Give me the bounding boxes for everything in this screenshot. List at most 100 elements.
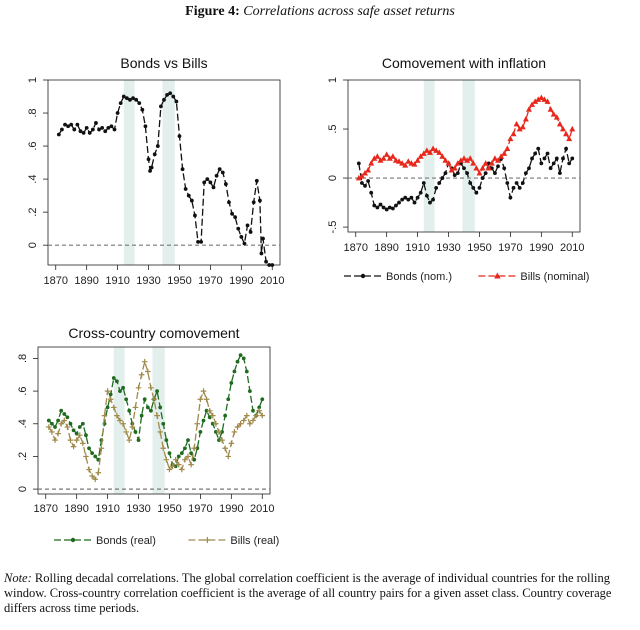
data-point-bonds-vs-bills-1952 xyxy=(180,167,185,172)
data-point-bonds-vs-bills-2000 xyxy=(254,178,259,183)
data-point-bonds-vs-bills-1948 xyxy=(174,99,179,104)
data-point-bonds-vs-bills-1986 xyxy=(233,215,238,219)
plot-frame xyxy=(347,79,581,233)
data-point-bills-nominal-1874 xyxy=(358,172,365,179)
x-tick-label-1930: 1930 xyxy=(436,242,460,254)
data-point-bonds-real-2008 xyxy=(257,405,262,410)
chart-title: Bonds vs Bills xyxy=(120,55,207,71)
data-point-bonds-real-1928 xyxy=(133,430,138,434)
data-point-bonds-real-1938 xyxy=(149,408,153,413)
data-point-bonds-nom-1896 xyxy=(394,203,398,208)
data-point-bills-nominal-1898 xyxy=(396,158,403,164)
data-point-bonds-nom-1948 xyxy=(474,190,479,195)
data-point-bills-nominal-2004 xyxy=(559,125,566,132)
data-point-bills-real-1956 xyxy=(175,461,182,468)
data-point-bills-nominal-1968 xyxy=(504,145,511,151)
data-point-bills-real-1982 xyxy=(216,429,222,435)
data-point-bonds-vs-bills-1888 xyxy=(81,130,86,135)
x-tick-label-1990: 1990 xyxy=(229,275,253,287)
data-point-bonds-vs-bills-1932 xyxy=(149,165,154,170)
data-point-bills-real-1872 xyxy=(46,424,52,430)
x-tick-label-1890: 1890 xyxy=(374,242,398,254)
x-tick-label-2010: 2010 xyxy=(560,242,584,254)
data-point-bills-nominal-1964 xyxy=(498,153,505,159)
data-point-bonds-real-1896 xyxy=(84,433,88,438)
data-point-bills-real-1952 xyxy=(169,463,176,470)
data-point-bonds-nom-1892 xyxy=(387,205,392,210)
data-point-bills-nominal-1992 xyxy=(541,96,548,102)
data-point-bonds-vs-bills-2008 xyxy=(267,263,272,267)
data-point-bonds-real-1890 xyxy=(74,431,79,436)
y-tick-label-2: .5 xyxy=(327,124,339,133)
data-point-bonds-real-1872 xyxy=(46,418,51,423)
data-point-bonds-real-1988 xyxy=(226,397,231,402)
data-point-bonds-nom-1900 xyxy=(400,197,405,202)
data-point-bonds-nom-2010 xyxy=(570,156,575,161)
data-point-bills-real-1916 xyxy=(114,412,120,419)
data-point-bonds-nom-1872 xyxy=(356,161,361,166)
data-point-bonds-vs-bills-1894 xyxy=(90,127,95,132)
data-point-bills-real-1966 xyxy=(191,445,198,452)
x-tick-label-1990: 1990 xyxy=(219,503,243,515)
x-tick-label-1870: 1870 xyxy=(43,275,67,287)
data-point-bonds-vs-bills-1994 xyxy=(245,223,250,228)
data-point-bills-real-1974 xyxy=(203,396,210,403)
data-point-bonds-real-1910 xyxy=(105,405,110,410)
figure-label: Figure 4: xyxy=(185,4,240,19)
x-tick-label-1870: 1870 xyxy=(343,242,367,254)
data-point-bills-real-1942 xyxy=(154,412,160,419)
data-point-bills-nominal-1930 xyxy=(445,160,452,166)
data-point-bills-real-1918 xyxy=(117,417,123,424)
data-point-bonds-vs-bills-1900 xyxy=(100,126,105,130)
data-point-bonds-real-1994 xyxy=(235,359,240,364)
data-point-bonds-vs-bills-1872 xyxy=(56,132,61,137)
data-point-bonds-nom-1934 xyxy=(452,173,457,178)
data-point-bonds-real-1878 xyxy=(56,418,61,423)
data-point-bonds-real-1976 xyxy=(207,415,212,420)
data-point-bills-nominal-1998 xyxy=(550,111,557,117)
data-point-bonds-vs-bills-1966 xyxy=(202,180,207,185)
x-tick-label-1910: 1910 xyxy=(95,503,119,515)
data-point-bills-nominal-1876 xyxy=(362,169,369,176)
data-point-bills-real-1892 xyxy=(76,432,83,438)
data-point-bonds-vs-bills-1908 xyxy=(112,127,117,132)
data-point-bills-real-2006 xyxy=(253,412,259,419)
data-point-bills-real-1886 xyxy=(67,437,74,443)
data-point-bills-real-1884 xyxy=(64,424,71,430)
data-point-bills-nominal-1972 xyxy=(510,130,517,137)
chart-title: Comovement with inflation xyxy=(382,55,546,71)
data-point-bonds-real-1942 xyxy=(155,389,159,393)
data-point-bonds-nom-1890 xyxy=(384,207,389,212)
data-point-bills-real-1930 xyxy=(135,385,142,391)
data-point-bills-nominal-1918 xyxy=(426,149,433,155)
data-point-bills-real-1980 xyxy=(213,420,219,427)
data-point-bills-real-1912 xyxy=(107,396,114,403)
data-point-bonds-vs-bills-1988 xyxy=(236,226,241,231)
data-point-bonds-real-1930 xyxy=(136,438,141,442)
data-point-bonds-nom-1960 xyxy=(493,171,497,176)
data-point-bills-real-1940 xyxy=(151,396,157,403)
data-point-bills-real-1996 xyxy=(237,420,244,427)
y-tick-label-5: 1 xyxy=(27,77,39,83)
figure-note: Note: Rolling decadal correlations. The … xyxy=(4,571,632,616)
data-point-bills-nominal-1952 xyxy=(479,165,486,171)
data-point-bills-nominal-1924 xyxy=(436,149,443,155)
data-point-bills-nominal-1976 xyxy=(516,125,523,132)
shaded-period-1939-1947 xyxy=(152,347,165,494)
data-point-bonds-real-1880 xyxy=(59,408,64,413)
x-tick-label-1950: 1950 xyxy=(167,275,191,287)
data-point-bonds-vs-bills-1984 xyxy=(230,211,234,216)
data-point-bonds-real-1996 xyxy=(238,353,243,358)
data-point-bills-real-2000 xyxy=(244,412,250,419)
data-point-bills-real-1972 xyxy=(200,388,207,394)
data-point-bills-nominal-1910 xyxy=(414,157,421,163)
data-point-bills-real-1920 xyxy=(120,420,126,427)
x-tick-label-2010: 2010 xyxy=(260,275,284,287)
data-point-bonds-vs-bills-2004 xyxy=(261,236,265,241)
data-point-bonds-vs-bills-1954 xyxy=(183,187,188,191)
y-tick-label-4: .8 xyxy=(27,108,39,117)
data-point-bonds-vs-bills-1996 xyxy=(248,230,253,234)
data-point-bills-nominal-1916 xyxy=(423,147,430,153)
chart-title: Cross-country comovement xyxy=(68,325,239,341)
data-point-bonds-vs-bills-1936 xyxy=(155,144,160,148)
